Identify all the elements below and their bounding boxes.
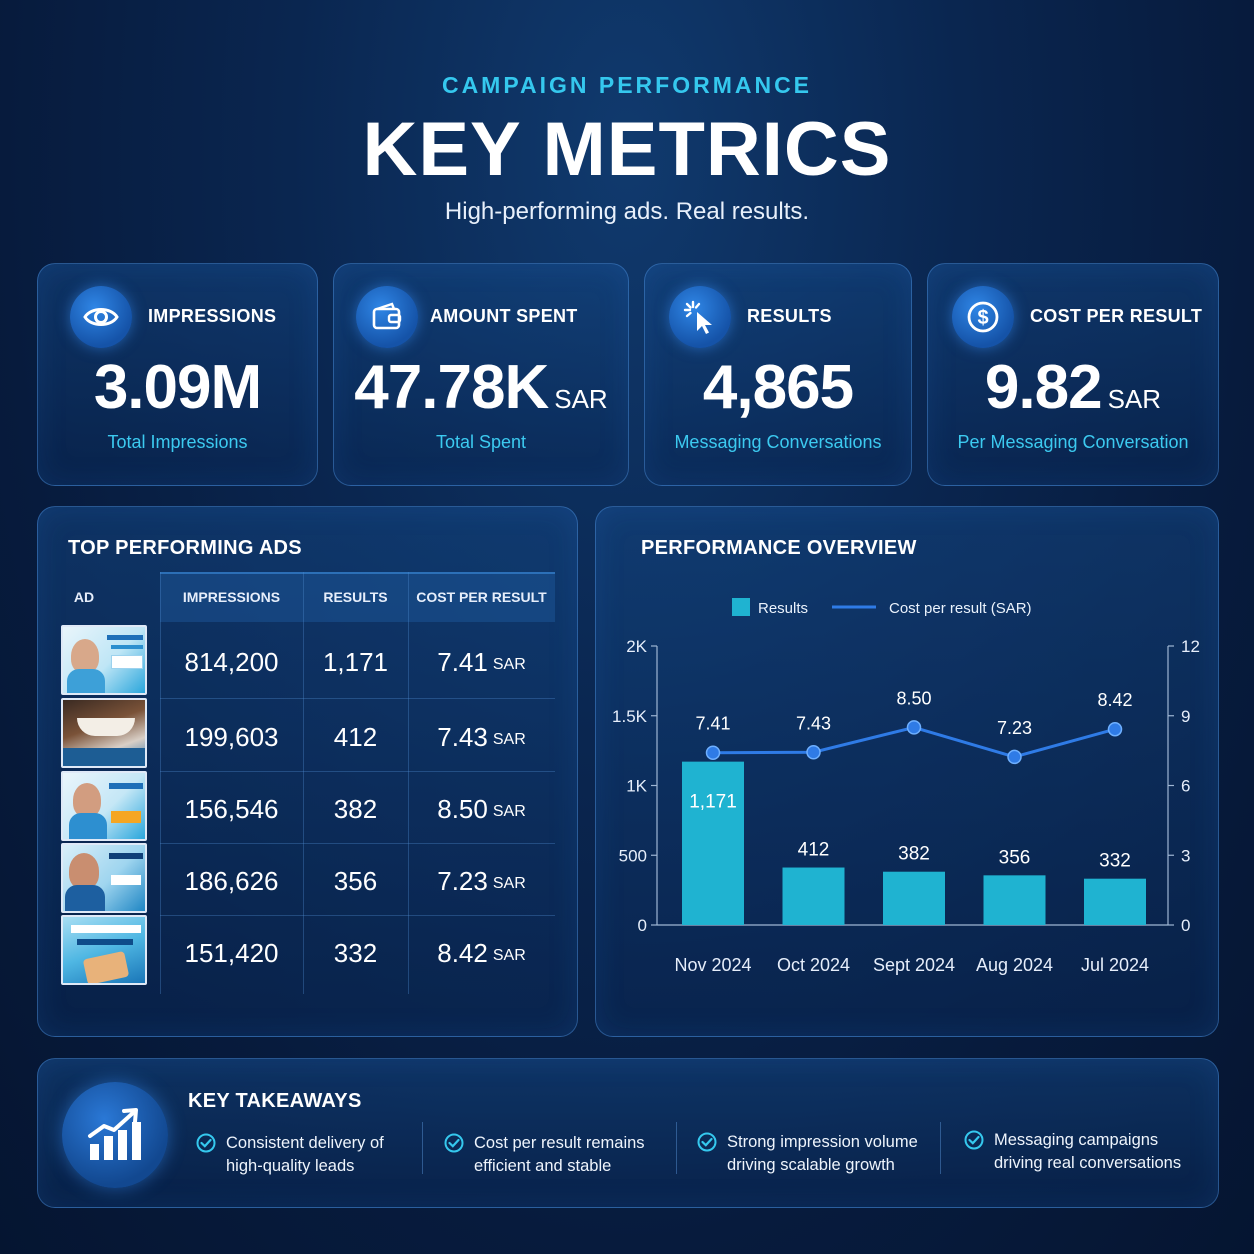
takeaways-title: KEY TAKEAWAYS: [188, 1090, 362, 1112]
cost-cell: 7.23 SAR: [437, 865, 526, 896]
svg-text:$: $: [977, 307, 988, 329]
top-ads-title: TOP PERFORMING ADS: [68, 537, 302, 559]
cursor-click-icon: [669, 286, 731, 348]
kpi-card-impressions: IMPRESSIONS 3.09M Total Impressions: [37, 263, 318, 486]
takeaway-divider: [676, 1122, 677, 1174]
kpi-label: AMOUNT SPENT: [430, 306, 578, 326]
row-divider: [160, 915, 555, 916]
eye-icon: [70, 286, 132, 348]
kpi-subtitle: Total Impressions: [107, 432, 248, 452]
ad-thumbnail[interactable]: [61, 843, 147, 913]
kpi-label: RESULTS: [747, 306, 832, 326]
column-header-cost-per-result: COST PER RESULT: [416, 589, 547, 605]
kpi-card-amount-spent: AMOUNT SPENT 47.78K SAR Total Spent: [333, 263, 629, 486]
page-title: KEY METRICS: [362, 107, 892, 192]
kpi-value: 9.82 SAR: [984, 353, 1162, 422]
impressions-cell: 151,420: [184, 937, 279, 968]
results-cell: 382: [333, 793, 378, 824]
row-divider: [160, 698, 555, 699]
column-header-results: RESULTS: [323, 589, 388, 605]
impressions-cell: 186,626: [184, 865, 279, 896]
row-divider: [160, 771, 555, 772]
header-eyebrow: CAMPAIGN PERFORMANCE: [441, 72, 813, 98]
results-cell: 412: [333, 721, 378, 752]
cost-cell: 7.41 SAR: [437, 646, 526, 677]
table-row[interactable]: 186,626 356 7.23 SAR: [160, 845, 555, 917]
takeaway-divider: [940, 1122, 941, 1174]
overview-card: [595, 506, 1219, 1037]
cost-cell: 7.43 SAR: [437, 721, 526, 752]
kpi-value: 47.78K SAR: [354, 353, 608, 422]
table-row[interactable]: 151,420 332 8.42 SAR: [160, 917, 555, 989]
column-divider: [160, 572, 161, 994]
kpi-label: COST PER RESULT: [1030, 306, 1203, 326]
kpi-card-cost-per-result: $ COST PER RESULT 9.82 SAR Per Messaging …: [927, 263, 1219, 486]
ad-thumbnail[interactable]: [61, 771, 147, 841]
wallet-icon: [356, 286, 418, 348]
column-header-impressions: IMPRESSIONS: [182, 589, 281, 605]
cost-cell: 8.50 SAR: [437, 793, 526, 824]
column-divider: [303, 572, 304, 994]
check-circle-icon: [196, 1133, 216, 1153]
table-row[interactable]: 199,603 412 7.43 SAR: [160, 701, 555, 773]
ad-thumbnail[interactable]: [61, 915, 147, 985]
table-header-bg: [160, 572, 555, 622]
kpi-card-results: RESULTS 4,865 Messaging Conversations: [644, 263, 912, 486]
results-cell: 332: [333, 937, 378, 968]
impressions-cell: 814,200: [184, 646, 279, 677]
dollar-coin-icon: $: [952, 286, 1014, 348]
impressions-cell: 199,603: [184, 721, 279, 752]
ad-thumbnail[interactable]: [61, 625, 147, 695]
takeaway-divider: [422, 1122, 423, 1174]
results-cell: 356: [333, 865, 378, 896]
table-row[interactable]: 814,200 1,171 7.41 SAR: [160, 626, 555, 698]
check-circle-icon: [697, 1132, 717, 1152]
table-row[interactable]: 156,546 382 8.50 SAR: [160, 773, 555, 845]
row-divider: [160, 843, 555, 844]
kpi-subtitle: Total Spent: [435, 432, 527, 452]
page-subtitle: High-performing ads. Real results.: [444, 198, 810, 225]
ad-thumbnail[interactable]: [61, 698, 147, 768]
impressions-cell: 156,546: [184, 793, 279, 824]
results-cell: 1,171: [322, 646, 389, 677]
cost-cell: 8.42 SAR: [437, 937, 526, 968]
takeaways-card: [37, 1058, 1219, 1208]
kpi-label: IMPRESSIONS: [148, 306, 277, 326]
kpi-subtitle: Messaging Conversations: [674, 432, 882, 452]
column-header-ad: AD: [73, 589, 95, 605]
kpi-value: 3.09M: [93, 353, 262, 422]
kpi-value: 4,865: [702, 353, 854, 422]
overview-title: PERFORMANCE OVERVIEW: [641, 537, 917, 559]
column-divider: [408, 572, 409, 994]
check-circle-icon: [444, 1133, 464, 1153]
check-circle-icon: [964, 1130, 984, 1150]
growth-chart-icon: [62, 1082, 168, 1188]
kpi-subtitle: Per Messaging Conversation: [957, 432, 1189, 452]
